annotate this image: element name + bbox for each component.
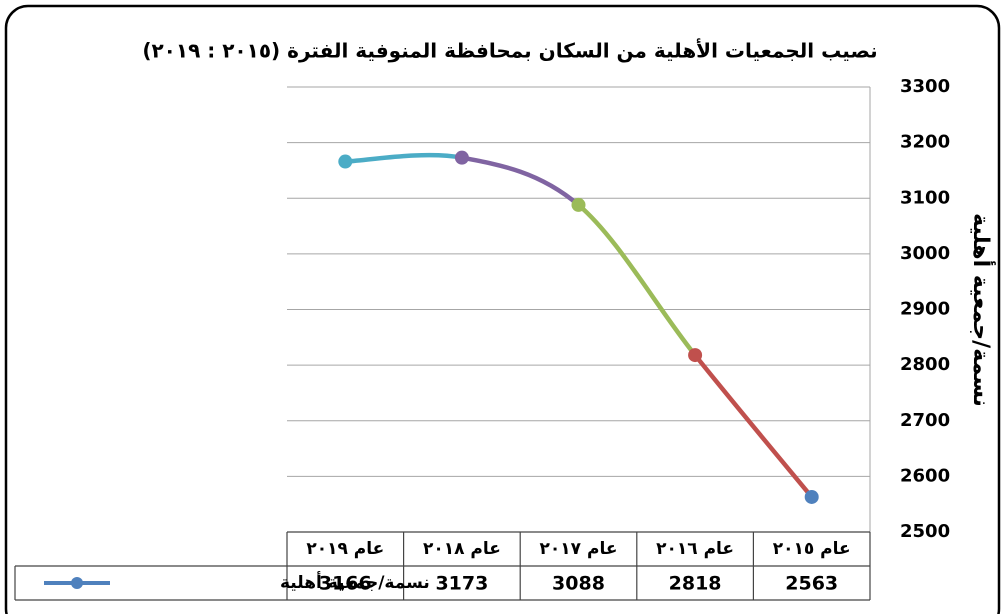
x-tick-label: عام ٢٠١٨ [423, 539, 501, 559]
y-tick-label: 2600 [900, 465, 950, 486]
legend-label: نسمة/جمعية أهلية [280, 571, 430, 593]
point-marker [338, 154, 353, 169]
point-marker [454, 150, 469, 165]
line-segment [459, 155, 581, 208]
data-table-value: 3173 [435, 573, 488, 595]
chart-border [4, 4, 1001, 614]
x-tick-label: عام ٢٠١٦ [656, 539, 734, 559]
line-segment [692, 352, 814, 500]
y-tick-label: 3300 [900, 76, 950, 97]
y-tick-label: 2700 [900, 410, 950, 431]
y-tick-label: 3200 [900, 132, 950, 153]
line-segment [576, 202, 698, 358]
y-tick-label: 2500 [900, 521, 950, 542]
legend-marker [71, 577, 83, 589]
y-axis-label: نسمة/جمعية أهلية [968, 213, 997, 407]
chart-title: نصيب الجمعيات الأهلية من السكان بمحافظة … [142, 38, 877, 63]
data-table-value: 3088 [552, 573, 605, 595]
y-tick-label: 3100 [900, 187, 950, 208]
y-tick-label: 2800 [900, 354, 950, 375]
point-marker [804, 489, 819, 504]
point-marker [688, 348, 703, 363]
data-table-value: 3166 [319, 573, 372, 595]
data-table-value: 2563 [785, 573, 838, 595]
y-tick-label: 2900 [900, 299, 950, 320]
x-tick-label: عام ٢٠١٥ [773, 539, 851, 559]
line-segment [343, 152, 465, 164]
x-tick-label: عام ٢٠١٩ [306, 539, 384, 559]
y-tick-label: 3000 [900, 243, 950, 264]
point-marker [571, 197, 586, 212]
data-table-value: 2818 [669, 573, 722, 595]
x-tick-label: عام ٢٠١٧ [540, 539, 618, 559]
